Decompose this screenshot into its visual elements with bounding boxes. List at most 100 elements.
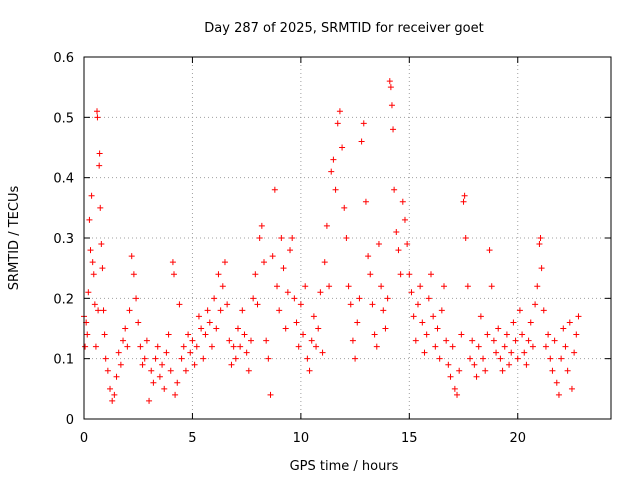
- data-point: [475, 343, 482, 350]
- data-point: [514, 355, 521, 362]
- data-point: [91, 301, 98, 308]
- data-point: [206, 319, 213, 326]
- data-point: [247, 337, 254, 344]
- data-point: [230, 343, 237, 350]
- data-point: [321, 259, 328, 266]
- data-point: [128, 253, 135, 260]
- data-point: [427, 271, 434, 278]
- data-point: [159, 361, 166, 368]
- data-point: [358, 138, 365, 145]
- data-point: [547, 355, 554, 362]
- x-tick-label: 15: [401, 431, 418, 446]
- data-point: [384, 295, 391, 302]
- data-point: [482, 367, 489, 374]
- data-point: [560, 325, 567, 332]
- data-point: [521, 349, 528, 356]
- data-point: [464, 283, 471, 290]
- data-point: [410, 313, 417, 320]
- data-point: [271, 186, 278, 193]
- data-point: [146, 397, 153, 404]
- data-point: [261, 259, 268, 266]
- data-point: [419, 319, 426, 326]
- data-point: [302, 283, 309, 290]
- data-point: [101, 331, 108, 338]
- y-tick-label: 0.2: [53, 292, 74, 307]
- data-point: [113, 373, 120, 380]
- data-point: [339, 144, 346, 151]
- data-point: [443, 337, 450, 344]
- data-point: [568, 385, 575, 392]
- data-point: [284, 289, 291, 296]
- data-point: [508, 349, 515, 356]
- data-point: [330, 156, 337, 163]
- data-point: [208, 343, 215, 350]
- data-point: [250, 295, 257, 302]
- data-point: [94, 114, 101, 121]
- data-point: [98, 241, 105, 248]
- data-point: [480, 355, 487, 362]
- data-point: [553, 379, 560, 386]
- data-point: [107, 385, 114, 392]
- data-point: [97, 204, 104, 211]
- data-point: [141, 355, 148, 362]
- data-point: [152, 355, 159, 362]
- data-point: [430, 313, 437, 320]
- data-point: [408, 289, 415, 296]
- data-point: [169, 259, 176, 266]
- data-point: [226, 337, 233, 344]
- data-point: [525, 337, 532, 344]
- data-point: [187, 349, 194, 356]
- x-axis-label: GPS time / hours: [290, 459, 399, 474]
- data-point: [124, 343, 131, 350]
- data-point: [156, 373, 163, 380]
- data-point: [139, 361, 146, 368]
- data-point: [293, 319, 300, 326]
- data-point: [438, 307, 445, 314]
- data-point: [345, 283, 352, 290]
- data-point: [85, 289, 92, 296]
- data-point: [332, 186, 339, 193]
- data-point: [542, 343, 549, 350]
- data-point: [256, 235, 263, 241]
- data-point: [558, 355, 565, 362]
- data-point: [441, 283, 448, 290]
- data-point: [516, 307, 523, 314]
- data-point: [263, 337, 270, 344]
- data-point: [219, 283, 226, 290]
- data-point: [232, 355, 239, 362]
- data-point: [99, 265, 106, 272]
- data-point: [82, 343, 89, 350]
- data-point: [486, 247, 493, 254]
- data-point: [380, 307, 387, 314]
- data-point: [323, 222, 330, 229]
- data-point: [308, 337, 315, 344]
- data-point: [265, 355, 272, 362]
- data-point: [349, 337, 356, 344]
- data-point: [239, 307, 246, 314]
- data-point: [488, 283, 495, 290]
- data-point: [313, 343, 320, 350]
- data-point: [96, 162, 103, 169]
- data-point: [360, 120, 367, 127]
- data-point: [373, 343, 380, 350]
- data-point: [189, 337, 196, 344]
- data-point: [343, 235, 350, 241]
- data-point: [495, 325, 502, 332]
- data-point: [536, 241, 543, 248]
- data-point: [417, 283, 424, 290]
- data-point: [406, 271, 413, 278]
- data-point: [161, 385, 168, 392]
- data-point: [497, 355, 504, 362]
- data-point: [347, 301, 354, 308]
- data-point: [291, 295, 298, 302]
- data-point: [510, 319, 517, 326]
- data-point: [458, 331, 465, 338]
- tick-labels: 0 5 10 15 20 0 0.1 0.2 0.3 0.4 0.5 0.6: [53, 51, 526, 446]
- data-point: [425, 295, 432, 302]
- data-point: [412, 337, 419, 344]
- data-point: [185, 331, 192, 338]
- data-point: [467, 355, 474, 362]
- data-point: [391, 186, 398, 193]
- data-point: [150, 379, 157, 386]
